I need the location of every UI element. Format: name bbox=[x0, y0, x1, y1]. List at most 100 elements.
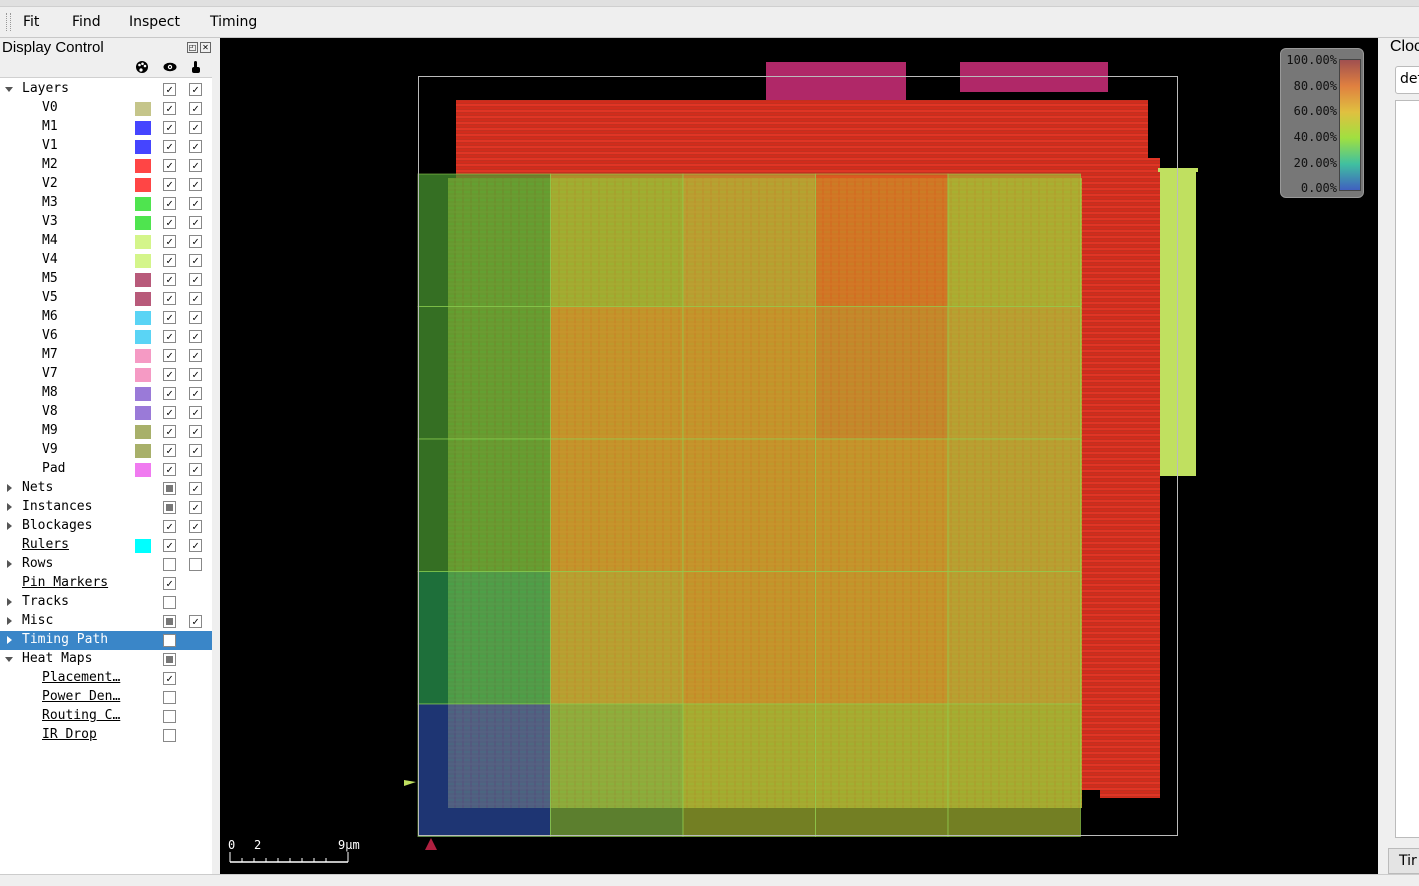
toolbar-grip-icon[interactable] bbox=[6, 13, 11, 31]
tree-row[interactable]: V2 ✓ ✓ bbox=[0, 175, 212, 194]
visible-checkbox[interactable]: ✓ bbox=[163, 425, 176, 438]
color-swatch[interactable] bbox=[135, 102, 151, 116]
color-swatch[interactable] bbox=[135, 216, 151, 230]
visible-checkbox[interactable]: ✓ bbox=[163, 140, 176, 153]
visible-checkbox[interactable]: ✓ bbox=[163, 159, 176, 172]
tree-row[interactable]: Misc ✓ bbox=[0, 612, 212, 631]
tree-row[interactable]: IR Drop bbox=[0, 726, 212, 745]
visible-checkbox[interactable]: ✓ bbox=[163, 102, 176, 115]
selectable-checkbox[interactable]: ✓ bbox=[189, 368, 202, 381]
tree-row[interactable]: Timing Path bbox=[0, 631, 212, 650]
tree-row[interactable]: M7 ✓ ✓ bbox=[0, 346, 212, 365]
selectable-checkbox[interactable]: ✓ bbox=[189, 159, 202, 172]
visible-checkbox[interactable] bbox=[163, 596, 176, 609]
tree-row[interactable]: Tracks bbox=[0, 593, 212, 612]
collapsed-arrow-icon[interactable] bbox=[7, 484, 12, 492]
color-swatch[interactable] bbox=[135, 121, 151, 135]
selectable-checkbox[interactable]: ✓ bbox=[189, 615, 202, 628]
tree-row[interactable]: M3 ✓ ✓ bbox=[0, 194, 212, 213]
selectable-checkbox[interactable]: ✓ bbox=[189, 83, 202, 96]
tree-row[interactable]: Pin Markers ✓ bbox=[0, 574, 212, 593]
color-swatch[interactable] bbox=[135, 159, 151, 173]
tree-row[interactable]: M8 ✓ ✓ bbox=[0, 384, 212, 403]
expanded-arrow-icon[interactable] bbox=[5, 87, 13, 92]
selectable-checkbox[interactable]: ✓ bbox=[189, 121, 202, 134]
color-swatch[interactable] bbox=[135, 463, 151, 477]
color-swatch[interactable] bbox=[135, 539, 151, 553]
color-swatch[interactable] bbox=[135, 311, 151, 325]
visible-checkbox[interactable]: ✓ bbox=[163, 83, 176, 96]
visible-checkbox[interactable] bbox=[163, 634, 176, 647]
expanded-arrow-icon[interactable] bbox=[5, 657, 13, 662]
collapsed-arrow-icon[interactable] bbox=[7, 636, 12, 644]
tree-row[interactable]: M6 ✓ ✓ bbox=[0, 308, 212, 327]
collapsed-arrow-icon[interactable] bbox=[7, 617, 12, 625]
tree-row[interactable]: V3 ✓ ✓ bbox=[0, 213, 212, 232]
visible-checkbox[interactable]: ✓ bbox=[163, 672, 176, 685]
visible-checkbox[interactable] bbox=[163, 691, 176, 704]
visible-checkbox[interactable]: ✓ bbox=[163, 406, 176, 419]
tree-row[interactable]: Blockages ✓ ✓ bbox=[0, 517, 212, 536]
tree-row[interactable]: Routing C… bbox=[0, 707, 212, 726]
visible-checkbox[interactable]: ✓ bbox=[163, 539, 176, 552]
visible-checkbox[interactable] bbox=[163, 653, 176, 666]
selectable-checkbox[interactable]: ✓ bbox=[189, 330, 202, 343]
tree-row[interactable]: Layers ✓ ✓ bbox=[0, 80, 212, 99]
color-swatch[interactable] bbox=[135, 254, 151, 268]
visible-checkbox[interactable]: ✓ bbox=[163, 292, 176, 305]
selectable-checkbox[interactable]: ✓ bbox=[189, 463, 202, 476]
selectable-checkbox[interactable]: ✓ bbox=[189, 197, 202, 210]
visible-checkbox[interactable] bbox=[163, 710, 176, 723]
selectable-checkbox[interactable]: ✓ bbox=[189, 102, 202, 115]
visible-checkbox[interactable] bbox=[163, 558, 176, 571]
selectable-checkbox[interactable]: ✓ bbox=[189, 178, 202, 191]
visible-checkbox[interactable]: ✓ bbox=[163, 330, 176, 343]
visible-checkbox[interactable]: ✓ bbox=[163, 577, 176, 590]
tree-row[interactable]: V5 ✓ ✓ bbox=[0, 289, 212, 308]
visible-checkbox[interactable]: ✓ bbox=[163, 463, 176, 476]
clock-list[interactable] bbox=[1395, 100, 1419, 838]
selectable-checkbox[interactable]: ✓ bbox=[189, 482, 202, 495]
selectable-checkbox[interactable]: ✓ bbox=[189, 140, 202, 153]
tree-row[interactable]: M1 ✓ ✓ bbox=[0, 118, 212, 137]
menu-find[interactable]: Find bbox=[72, 14, 101, 30]
visible-checkbox[interactable]: ✓ bbox=[163, 368, 176, 381]
visible-checkbox[interactable]: ✓ bbox=[163, 311, 176, 324]
visible-checkbox[interactable] bbox=[163, 501, 176, 514]
tree-row[interactable]: Power Den… bbox=[0, 688, 212, 707]
close-icon[interactable]: ✕ bbox=[200, 42, 211, 53]
color-swatch[interactable] bbox=[135, 197, 151, 211]
visible-checkbox[interactable] bbox=[163, 729, 176, 742]
visible-checkbox[interactable] bbox=[163, 615, 176, 628]
color-swatch[interactable] bbox=[135, 273, 151, 287]
visible-checkbox[interactable]: ✓ bbox=[163, 197, 176, 210]
selectable-checkbox[interactable]: ✓ bbox=[189, 501, 202, 514]
selectable-checkbox[interactable] bbox=[189, 558, 202, 571]
visible-checkbox[interactable]: ✓ bbox=[163, 235, 176, 248]
visible-checkbox[interactable]: ✓ bbox=[163, 387, 176, 400]
tree-row[interactable]: V8 ✓ ✓ bbox=[0, 403, 212, 422]
tree-row[interactable]: Heat Maps bbox=[0, 650, 212, 669]
selectable-checkbox[interactable]: ✓ bbox=[189, 216, 202, 229]
visible-checkbox[interactable]: ✓ bbox=[163, 349, 176, 362]
collapsed-arrow-icon[interactable] bbox=[7, 522, 12, 530]
tree-row[interactable]: V9 ✓ ✓ bbox=[0, 441, 212, 460]
color-swatch[interactable] bbox=[135, 444, 151, 458]
color-swatch[interactable] bbox=[135, 387, 151, 401]
visible-checkbox[interactable]: ✓ bbox=[163, 121, 176, 134]
color-swatch[interactable] bbox=[135, 235, 151, 249]
collapsed-arrow-icon[interactable] bbox=[7, 560, 12, 568]
timing-tab[interactable]: Tir bbox=[1388, 848, 1419, 874]
color-swatch[interactable] bbox=[135, 425, 151, 439]
color-swatch[interactable] bbox=[135, 140, 151, 154]
visible-checkbox[interactable]: ✓ bbox=[163, 216, 176, 229]
tree-row[interactable]: M4 ✓ ✓ bbox=[0, 232, 212, 251]
selectable-checkbox[interactable]: ✓ bbox=[189, 520, 202, 533]
float-icon[interactable]: ◰ bbox=[187, 42, 198, 53]
selectable-checkbox[interactable]: ✓ bbox=[189, 444, 202, 457]
tree-row[interactable]: Rulers ✓ ✓ bbox=[0, 536, 212, 555]
tree-row[interactable]: M5 ✓ ✓ bbox=[0, 270, 212, 289]
color-swatch[interactable] bbox=[135, 292, 151, 306]
tree-row[interactable]: Instances ✓ bbox=[0, 498, 212, 517]
color-swatch[interactable] bbox=[135, 178, 151, 192]
